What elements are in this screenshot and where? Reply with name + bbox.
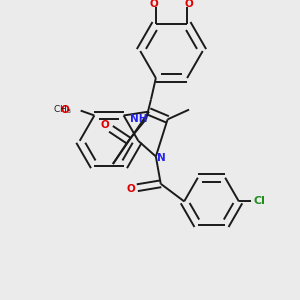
Text: O: O — [101, 120, 110, 130]
Text: O: O — [185, 0, 194, 9]
Text: O: O — [149, 0, 158, 9]
Text: N: N — [157, 153, 166, 164]
Text: NH: NH — [130, 114, 147, 124]
Text: CH$_3$: CH$_3$ — [53, 103, 72, 116]
Text: O: O — [126, 184, 135, 194]
Text: O: O — [61, 105, 69, 115]
Text: Cl: Cl — [254, 196, 265, 206]
